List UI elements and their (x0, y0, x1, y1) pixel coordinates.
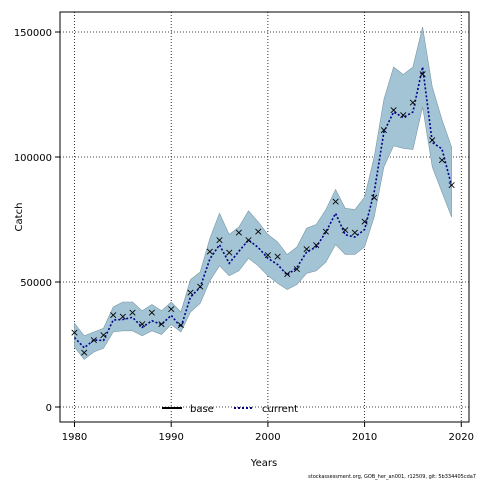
plot-frame (59, 11, 470, 423)
data-point-marker: × (321, 225, 330, 238)
data-point-marker: × (138, 317, 147, 330)
data-point-marker: × (263, 249, 272, 262)
data-point-marker: × (399, 109, 408, 122)
data-point-marker: × (205, 245, 214, 258)
data-point-marker: × (302, 242, 311, 255)
data-point-marker: × (331, 195, 340, 208)
x-tick-label: 1990 (158, 432, 183, 443)
data-point-marker: × (244, 234, 253, 247)
legend-current-label: current (262, 404, 298, 415)
data-point-marker: × (273, 250, 282, 263)
data-point-marker: × (447, 179, 456, 192)
axes: 1980 1990 2000 2010 2020 0 50000 100000 150000 (14, 28, 474, 443)
data-point-marker: × (80, 346, 89, 359)
x-tick-label: 1980 (62, 432, 87, 443)
data-point-marker: × (70, 326, 79, 339)
y-tick-label: 150000 (14, 28, 52, 39)
data-point-marker: × (408, 96, 417, 109)
data-point-marker: × (99, 329, 108, 342)
data-point-marker: × (234, 226, 243, 239)
data-point-marker: × (109, 309, 118, 322)
footer-note: stockassessment.org, GOB_her_an001, r125… (308, 474, 476, 480)
data-point-marker: × (418, 67, 427, 80)
data-point-marker: × (176, 319, 185, 332)
x-tick-label: 2000 (255, 432, 280, 443)
data-point-marker: × (89, 334, 98, 347)
x-tick-label: 2020 (449, 432, 474, 443)
confidence-band (74, 26, 452, 360)
y-axis-label: Catch (14, 203, 25, 232)
data-point-marker: × (215, 234, 224, 247)
x-axis-label: Years (250, 458, 277, 469)
y-tick-label: 50000 (20, 278, 52, 289)
data-point-marker: × (254, 225, 263, 238)
data-point-marker: × (312, 239, 321, 252)
data-markers: ××× ×× × ××××××× ×××××××× ×× ×× ×××× ××××× ×××××× (70, 67, 456, 359)
data-point-marker: × (389, 104, 398, 117)
data-point-marker: × (225, 246, 234, 259)
data-point-marker: × (360, 215, 369, 228)
data-point-marker: × (196, 280, 205, 293)
series-lines (73, 66, 453, 349)
data-point-marker: × (157, 317, 166, 330)
data-point-marker: × (283, 267, 292, 280)
data-point-marker: × (370, 191, 379, 204)
x-tick-label: 2010 (352, 432, 377, 443)
data-point-marker: × (437, 154, 446, 167)
data-point-marker: × (167, 302, 176, 315)
data-point-marker: × (341, 224, 350, 237)
data-point-marker: × (186, 286, 195, 299)
data-point-marker: × (147, 306, 156, 319)
data-point-marker: × (350, 226, 359, 239)
data-point-marker: × (118, 310, 127, 323)
series-line-current (73, 66, 453, 349)
y-tick-label: 100000 (14, 153, 52, 164)
y-tick-label: 0 (46, 403, 52, 414)
data-point-marker: × (128, 306, 137, 319)
data-point-marker: × (379, 124, 388, 137)
legend-base-label: base (190, 404, 214, 415)
data-point-marker: × (428, 134, 437, 147)
data-point-marker: × (292, 262, 301, 275)
legend: base current (162, 404, 298, 415)
